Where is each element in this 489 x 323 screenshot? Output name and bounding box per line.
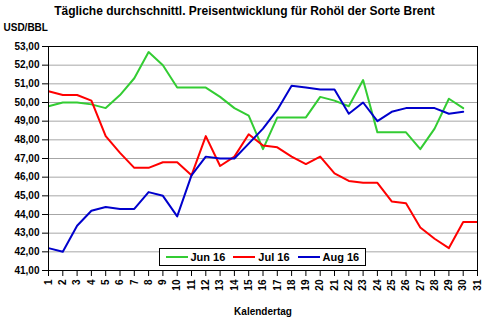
svg-text:46,00: 46,00 [14,171,39,182]
svg-text:21: 21 [329,279,340,291]
svg-text:53,00: 53,00 [14,41,39,52]
svg-text:28: 28 [429,279,440,291]
svg-text:44,00: 44,00 [14,209,39,220]
html-text:Jul 16: Jul 16 [258,251,290,263]
svg-text:25: 25 [386,279,397,291]
svg-text:19: 19 [300,279,311,291]
html-text:Jun 16: Jun 16 [190,251,226,263]
svg-text:41,00: 41,00 [14,265,39,276]
svg-text:24: 24 [372,279,383,291]
svg-text:22: 22 [343,279,354,291]
svg-text:13: 13 [214,279,225,291]
svg-text:16: 16 [257,279,268,291]
html-text:Tägliche durchschnittl. Preise: Tägliche durchschnittl. Preisentwicklung… [54,4,435,18]
svg-text:4: 4 [86,279,97,285]
svg-text:10: 10 [171,279,182,291]
svg-text:2: 2 [57,279,68,285]
svg-text:11: 11 [186,279,197,290]
svg-text:12: 12 [200,279,211,291]
svg-text:31: 31 [472,279,483,291]
svg-text:23: 23 [357,279,368,291]
svg-text:52,00: 52,00 [14,59,39,70]
svg-text:9: 9 [157,279,168,285]
svg-text:26: 26 [400,279,411,291]
svg-text:30: 30 [457,279,468,291]
svg-text:50,00: 50,00 [14,97,39,108]
svg-text:18: 18 [286,279,297,291]
svg-text:15: 15 [243,279,254,291]
svg-text:42,00: 42,00 [14,246,39,257]
svg-text:47,00: 47,00 [14,153,39,164]
svg-text:17: 17 [272,279,283,291]
svg-text:48,00: 48,00 [14,134,39,145]
svg-text:49,00: 49,00 [14,115,39,126]
svg-text:20: 20 [314,279,325,291]
svg-text:29: 29 [443,279,454,291]
svg-text:45,00: 45,00 [14,190,39,201]
svg-text:51,00: 51,00 [14,78,39,89]
html-text:Aug 16: Aug 16 [322,251,360,263]
svg-text:3: 3 [71,279,82,285]
svg-text:7: 7 [129,279,140,285]
svg-text:6: 6 [114,279,125,285]
svg-text:Kalendertag: Kalendertag [234,306,292,317]
svg-text:27: 27 [415,279,426,291]
svg-text:1: 1 [43,279,54,285]
svg-text:8: 8 [143,279,154,285]
svg-text:5: 5 [100,279,111,285]
svg-text:43,00: 43,00 [14,227,39,238]
svg-text:USD/BBL: USD/BBL [4,22,48,33]
svg-text:14: 14 [229,279,240,291]
